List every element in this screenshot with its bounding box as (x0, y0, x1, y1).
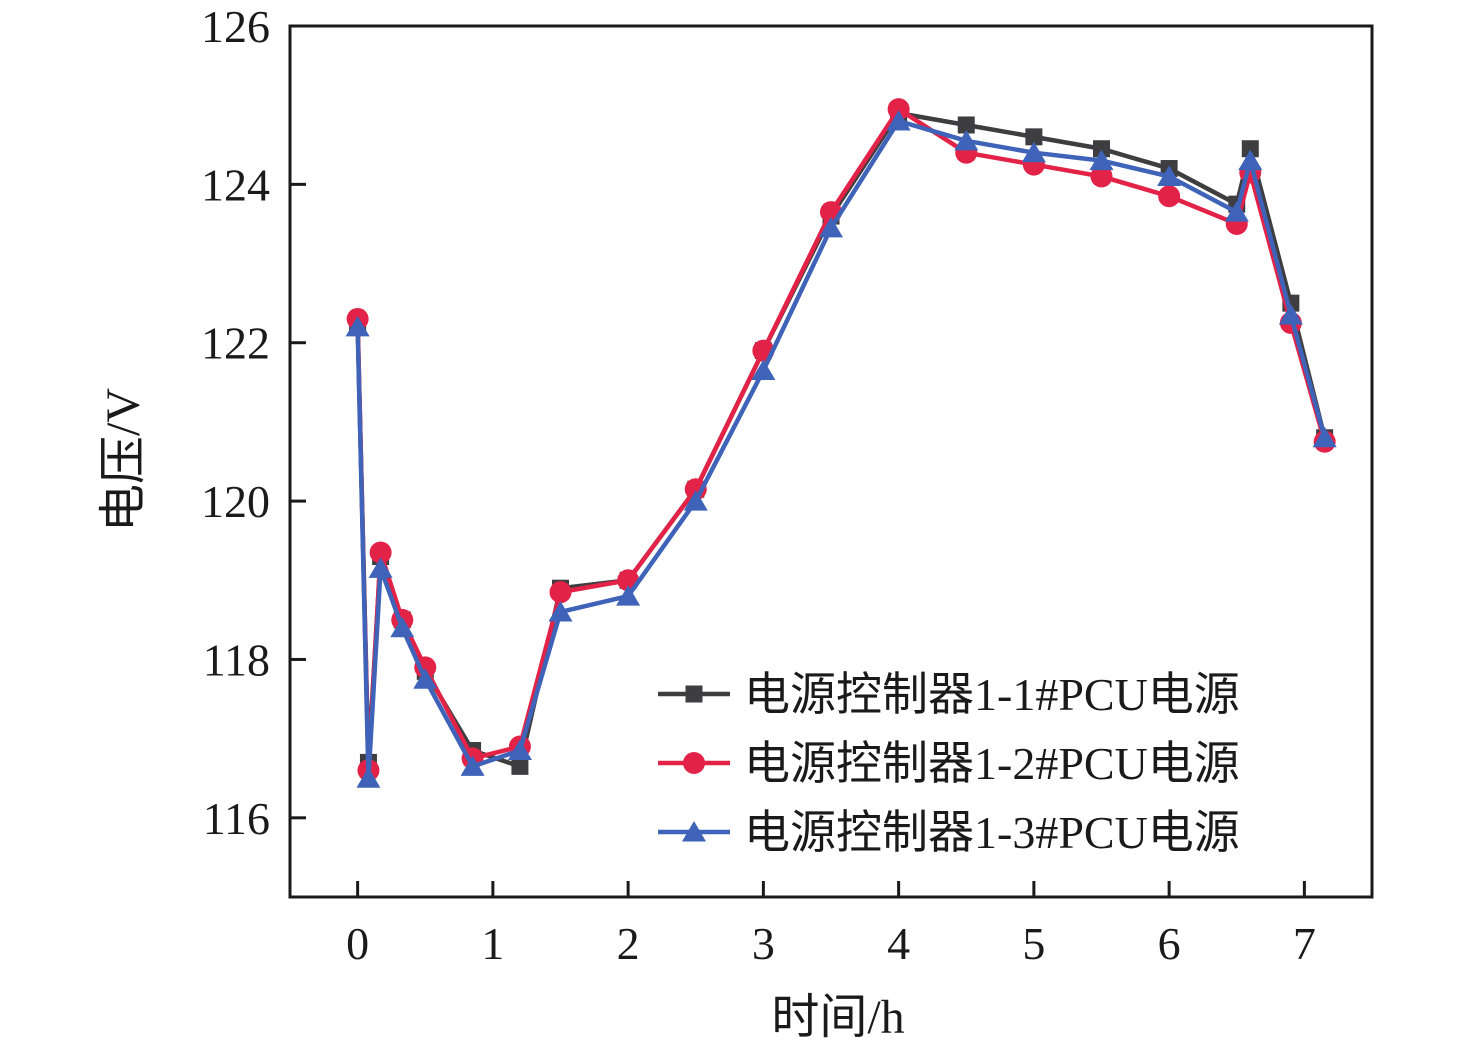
legend-marker-square (685, 685, 703, 703)
legend-label: 电源控制器1-2#PCU电源 (744, 738, 1240, 789)
series-3-marker (954, 129, 979, 151)
series-3-marker (460, 755, 485, 776)
x-tick-label: 0 (346, 918, 369, 969)
series-2-marker (549, 581, 572, 604)
series-3-marker (345, 315, 370, 337)
series-2-marker (369, 541, 392, 564)
y-tick-label: 116 (203, 793, 270, 844)
series-3-marker (1089, 149, 1114, 171)
series-3-marker (751, 359, 776, 380)
y-tick-label: 126 (201, 1, 270, 52)
series-3-marker (413, 668, 438, 689)
plot-border (288, 24, 1374, 899)
series-3-marker (1238, 149, 1263, 171)
x-tick-label: 5 (1022, 918, 1045, 969)
series-3-marker (1224, 201, 1249, 222)
legend-marker-circle (683, 752, 705, 774)
legend-marker-triangle (682, 821, 706, 842)
series-1-marker (957, 116, 975, 134)
series-3-marker (390, 616, 415, 638)
y-axis-label: 电压/V (97, 387, 150, 533)
legend-label: 电源控制器1-3#PCU电源 (744, 807, 1240, 858)
x-tick-label: 3 (752, 918, 775, 969)
series-3-marker (548, 600, 573, 622)
series-3-marker (368, 557, 393, 578)
series-1-marker (511, 757, 529, 775)
series-3-marker (616, 585, 641, 606)
y-tick-label: 124 (201, 159, 270, 210)
series-3-marker (507, 739, 532, 761)
series-1-marker (1025, 128, 1043, 146)
x-tick-label: 2 (617, 918, 640, 969)
legend-label: 电源控制器1-1#PCU电源 (744, 669, 1240, 720)
x-axis-label: 时间/h (771, 991, 905, 1044)
y-tick-label: 118 (203, 634, 270, 685)
x-tick-label: 4 (887, 918, 910, 969)
series-2-marker (887, 98, 910, 121)
series-3-marker (819, 216, 843, 238)
series-2-marker (1090, 165, 1113, 188)
series-3-marker (356, 767, 381, 788)
series-3-marker (1312, 426, 1337, 448)
series-1-marker (1093, 140, 1110, 158)
y-tick-label: 122 (201, 318, 270, 369)
series-1-marker (1241, 140, 1259, 158)
series-3-marker (1021, 141, 1046, 163)
x-tick-label: 6 (1158, 918, 1181, 969)
x-tick-label: 7 (1293, 918, 1316, 969)
series-3-marker (1278, 304, 1303, 325)
series-3-marker (683, 490, 708, 511)
series-3-marker (886, 110, 911, 131)
x-tick-label: 1 (481, 918, 504, 969)
series-2-marker (1158, 185, 1181, 208)
y-tick-label: 120 (201, 476, 270, 527)
series-3-marker (1157, 165, 1182, 186)
